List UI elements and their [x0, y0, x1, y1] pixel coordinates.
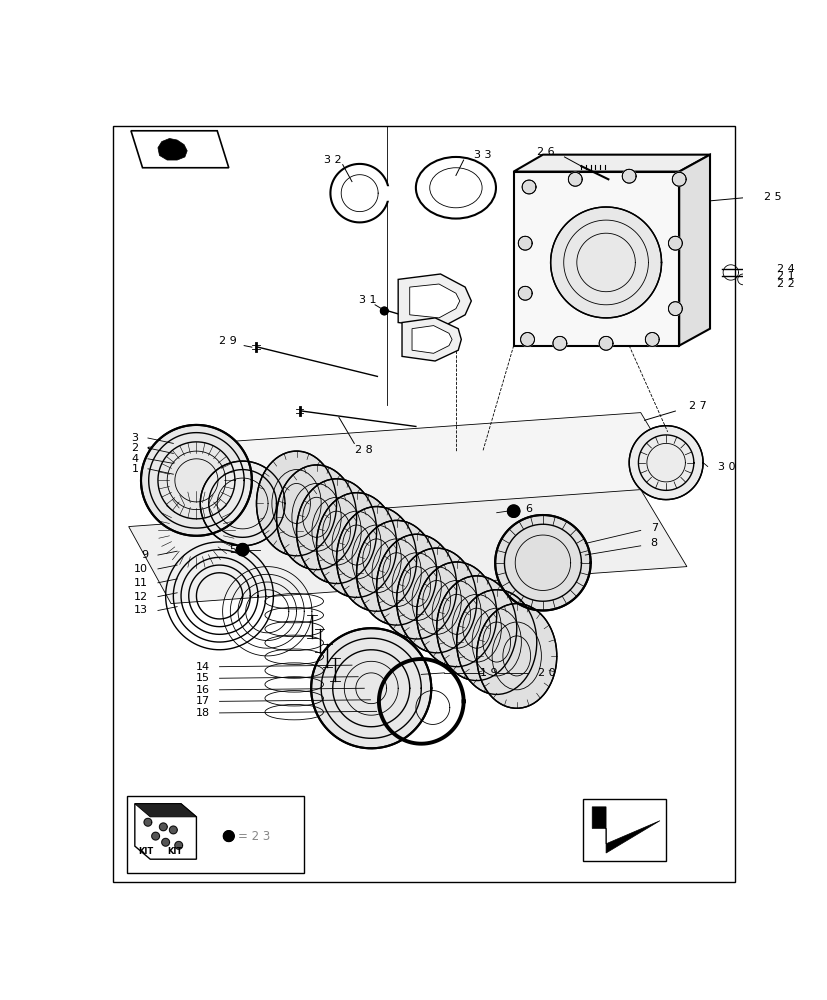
Ellipse shape [396, 548, 476, 653]
Text: 8: 8 [650, 538, 657, 548]
Text: 2 1: 2 1 [776, 271, 794, 281]
Polygon shape [667, 236, 681, 250]
Text: 11: 11 [134, 578, 148, 588]
Polygon shape [148, 413, 686, 524]
Ellipse shape [457, 590, 536, 694]
Text: 14: 14 [195, 662, 209, 672]
Text: 2 0: 2 0 [538, 668, 555, 678]
Polygon shape [174, 841, 182, 849]
Polygon shape [567, 172, 581, 186]
Text: 2 7: 2 7 [688, 401, 706, 411]
Polygon shape [591, 807, 659, 853]
Text: 15: 15 [195, 673, 209, 683]
Text: 9: 9 [141, 550, 148, 560]
Text: = 2 3: = 2 3 [237, 830, 270, 843]
Text: 3 2: 3 2 [323, 155, 341, 165]
Polygon shape [518, 286, 532, 300]
Polygon shape [380, 307, 388, 315]
Text: 2: 2 [131, 443, 138, 453]
Ellipse shape [356, 520, 436, 625]
Text: 17: 17 [195, 696, 209, 706]
Text: 1 9: 1 9 [480, 668, 497, 678]
Polygon shape [678, 155, 710, 346]
Text: 3 3: 3 3 [474, 150, 491, 160]
Polygon shape [409, 284, 459, 318]
Polygon shape [518, 236, 532, 250]
Polygon shape [599, 336, 612, 350]
Polygon shape [160, 823, 167, 831]
Polygon shape [223, 831, 234, 841]
Text: 2 2: 2 2 [776, 279, 794, 289]
Ellipse shape [276, 465, 356, 570]
Text: 3: 3 [131, 433, 138, 443]
Text: 3 0: 3 0 [717, 462, 734, 472]
Ellipse shape [296, 479, 376, 584]
Text: 7: 7 [650, 523, 657, 533]
Text: KIT: KIT [167, 847, 182, 856]
Text: 3 1: 3 1 [358, 295, 375, 305]
Polygon shape [135, 804, 196, 859]
Polygon shape [161, 838, 170, 846]
Text: 18: 18 [195, 708, 209, 718]
Text: 10: 10 [134, 564, 148, 574]
Polygon shape [398, 274, 471, 328]
Text: 13: 13 [134, 605, 148, 615]
Polygon shape [131, 131, 228, 168]
Polygon shape [402, 318, 461, 361]
Text: 4: 4 [131, 454, 138, 464]
Text: 2 5: 2 5 [763, 192, 781, 202]
Polygon shape [151, 832, 160, 840]
Polygon shape [495, 515, 590, 610]
Polygon shape [507, 505, 519, 517]
Text: 2 6: 2 6 [536, 147, 554, 157]
Text: 1: 1 [131, 464, 138, 474]
Polygon shape [141, 425, 251, 536]
Text: 2 4: 2 4 [776, 264, 794, 274]
Polygon shape [522, 180, 535, 194]
Text: 16: 16 [195, 685, 209, 695]
Polygon shape [672, 172, 686, 186]
Polygon shape [644, 333, 658, 346]
Polygon shape [621, 169, 635, 183]
Polygon shape [200, 461, 284, 546]
Text: 2 9: 2 9 [218, 336, 237, 346]
Polygon shape [237, 544, 248, 556]
Text: 12: 12 [134, 592, 148, 602]
Ellipse shape [256, 451, 336, 556]
Ellipse shape [416, 562, 496, 667]
Bar [582, 799, 666, 861]
Polygon shape [144, 818, 151, 826]
Text: KIT: KIT [138, 847, 153, 856]
Text: 6: 6 [524, 504, 532, 514]
Polygon shape [128, 490, 686, 604]
Polygon shape [629, 426, 702, 500]
Polygon shape [513, 172, 678, 346]
Ellipse shape [336, 507, 416, 611]
Text: 2 8: 2 8 [354, 445, 372, 455]
Ellipse shape [436, 576, 516, 681]
Polygon shape [170, 826, 177, 834]
Ellipse shape [316, 493, 396, 597]
Polygon shape [135, 804, 196, 817]
Polygon shape [550, 207, 661, 318]
Polygon shape [667, 302, 681, 316]
Ellipse shape [376, 534, 457, 639]
Polygon shape [311, 628, 431, 748]
Polygon shape [158, 138, 187, 160]
Ellipse shape [476, 604, 556, 708]
Text: 5: 5 [229, 545, 237, 555]
Polygon shape [552, 336, 566, 350]
Polygon shape [412, 326, 452, 353]
Polygon shape [513, 155, 710, 172]
Bar [127, 796, 304, 873]
Polygon shape [520, 333, 533, 346]
